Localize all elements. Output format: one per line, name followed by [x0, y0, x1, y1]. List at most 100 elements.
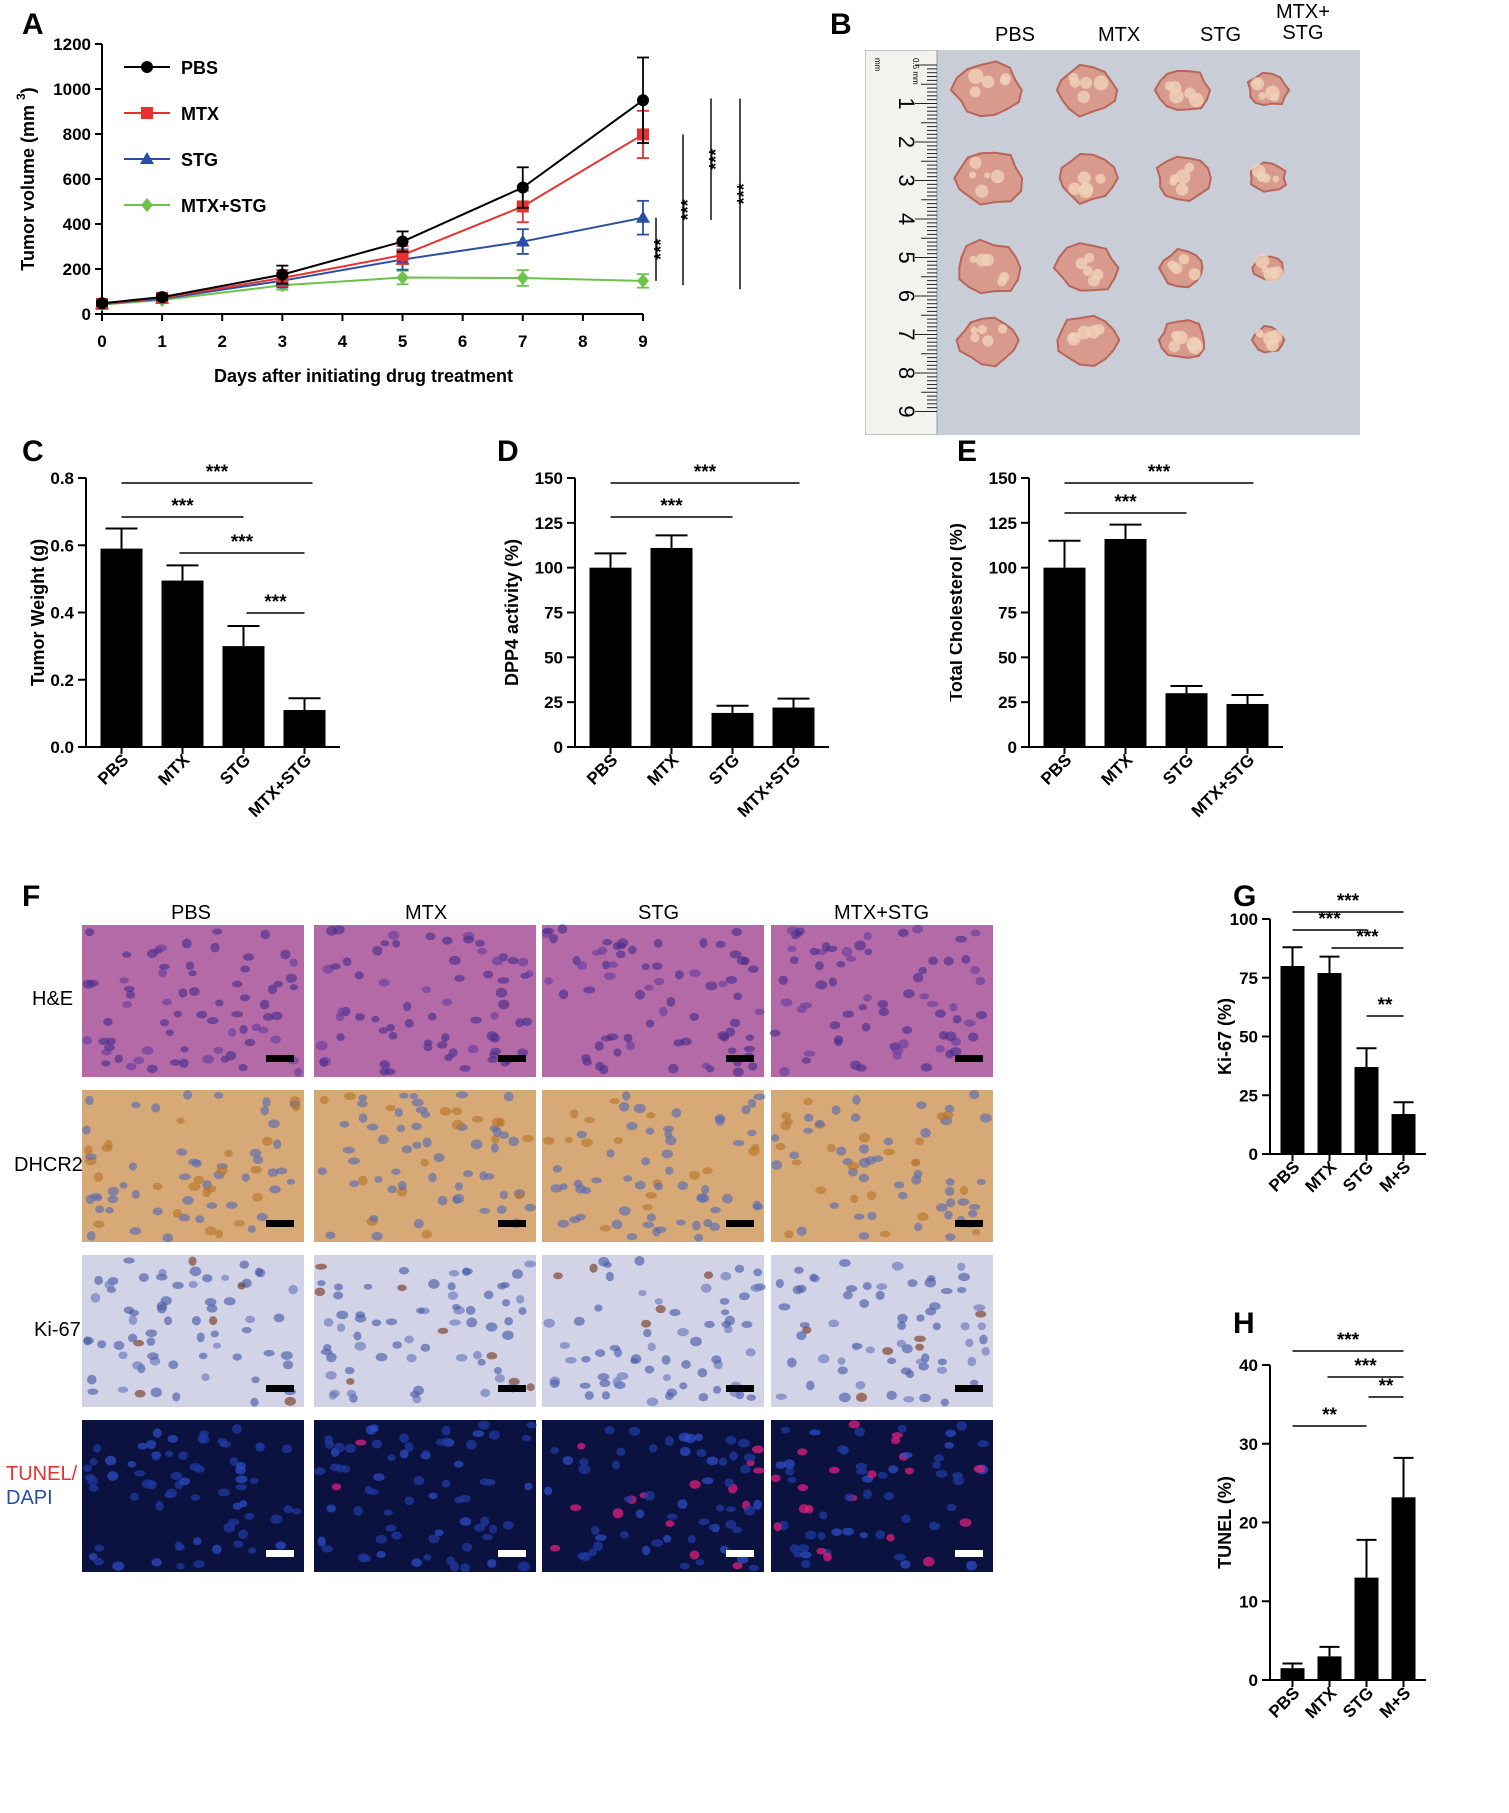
cell-nucleus	[959, 1185, 969, 1195]
cell-nucleus	[526, 1421, 537, 1429]
cell-nucleus	[883, 1148, 896, 1156]
y-tick-label: 0.8	[50, 469, 74, 488]
cell-nucleus	[441, 1479, 451, 1488]
cell-nucleus	[196, 1010, 208, 1019]
data-point-stg	[515, 234, 530, 247]
cell-nucleus	[372, 945, 383, 956]
cell-nucleus	[900, 1560, 911, 1569]
cell-nucleus	[544, 1486, 553, 1496]
cell-nucleus	[577, 1552, 589, 1560]
cell-nucleus	[212, 1544, 222, 1555]
cell-nucleus	[600, 1035, 613, 1042]
cell-nucleus	[317, 1167, 327, 1176]
cell-nucleus	[207, 1017, 219, 1025]
cell-nucleus	[101, 1060, 111, 1067]
tumor-highlight	[999, 75, 1011, 86]
x-tick-label-mtx: MTX	[1302, 1157, 1341, 1196]
cell-nucleus	[915, 1343, 924, 1351]
cell-nucleus	[751, 1144, 760, 1151]
cell-nucleus	[797, 1544, 810, 1552]
cell-nucleus	[635, 1509, 645, 1519]
cell-nucleus	[867, 1211, 877, 1221]
cell-nucleus	[584, 1117, 595, 1124]
panel-label-h: H	[1233, 1307, 1255, 1340]
cell-nucleus	[358, 1094, 368, 1101]
cell-nucleus	[378, 978, 390, 987]
cell-nucleus	[451, 1107, 463, 1116]
cell-nucleus	[344, 1366, 355, 1375]
legend-label: MTX+STG	[181, 196, 267, 216]
cell-nucleus	[789, 1151, 800, 1159]
cell-nucleus	[706, 1456, 719, 1466]
cell-nucleus	[573, 1316, 585, 1326]
cell-nucleus	[882, 1347, 894, 1356]
x-tick-label: 7	[518, 332, 527, 351]
bar-mtx	[161, 580, 204, 747]
cell-nucleus	[156, 1304, 167, 1314]
scale-bar	[266, 1220, 294, 1227]
cell-nucleus	[383, 1509, 394, 1516]
micrograph-dhcr24-mtx	[314, 1090, 536, 1242]
cell-nucleus	[888, 1465, 899, 1474]
cell-nucleus	[193, 1537, 202, 1546]
cell-nucleus	[314, 1287, 326, 1297]
cell-nucleus	[613, 1137, 624, 1144]
cell-nucleus	[188, 1256, 197, 1266]
cell-nucleus	[907, 1279, 918, 1287]
cell-nucleus	[665, 1392, 674, 1400]
cell-nucleus	[589, 1263, 598, 1273]
cell-nucleus	[957, 1262, 966, 1271]
cell-nucleus	[377, 1134, 389, 1145]
cell-nucleus	[944, 1186, 955, 1197]
cell-nucleus	[123, 985, 135, 993]
cell-nucleus	[286, 1178, 296, 1185]
cell-nucleus	[971, 1229, 981, 1236]
cell-nucleus	[291, 1101, 301, 1112]
cell-nucleus	[725, 1520, 737, 1529]
micrograph-background	[314, 1255, 536, 1407]
cell-nucleus	[864, 948, 873, 956]
tumor-highlight	[1272, 175, 1280, 183]
cell-nucleus	[487, 1558, 497, 1568]
cell-nucleus	[578, 1464, 591, 1475]
cell-nucleus	[409, 1390, 420, 1398]
cell-nucleus	[387, 1454, 396, 1461]
y-tick-label: 1200	[53, 35, 91, 54]
cell-nucleus	[105, 1207, 114, 1214]
x-tick-label: 5	[398, 332, 407, 351]
cell-nucleus	[837, 1357, 846, 1365]
cell-nucleus	[217, 1488, 230, 1497]
x-tick-label-stg: STG	[1339, 1157, 1377, 1195]
micrograph-tunel-mtx-stg	[771, 1420, 993, 1572]
cell-nucleus	[595, 1061, 605, 1071]
scale-bar	[955, 1385, 983, 1392]
y-tick-label: 75	[544, 604, 563, 623]
cell-nucleus	[122, 951, 132, 958]
cell-nucleus	[633, 1103, 646, 1114]
y-tick-label: 25	[1239, 1086, 1258, 1105]
cell-nucleus	[642, 1204, 653, 1211]
tumor-highlight	[999, 271, 1010, 283]
cell-nucleus	[698, 1393, 709, 1402]
cell-nucleus	[258, 1026, 269, 1034]
cell-nucleus	[86, 1231, 96, 1241]
x-tick-label-stg: STG	[1339, 1683, 1377, 1721]
cell-nucleus	[576, 960, 588, 970]
cell-nucleus	[353, 1331, 362, 1341]
cell-nucleus	[497, 977, 510, 984]
cell-nucleus	[420, 1343, 431, 1352]
cell-nucleus	[834, 1038, 843, 1047]
cell-nucleus	[829, 1021, 841, 1030]
x-tick-label-mtx: MTX	[155, 750, 194, 789]
cell-nucleus	[581, 1138, 593, 1148]
cell-nucleus	[977, 1322, 986, 1331]
cell-nucleus	[967, 1356, 977, 1367]
cell-nucleus	[932, 1461, 941, 1469]
cell-nucleus	[746, 1394, 757, 1401]
cell-nucleus	[114, 1054, 123, 1064]
cell-nucleus	[689, 1550, 700, 1560]
cell-nucleus	[562, 1455, 574, 1465]
cell-nucleus	[263, 1349, 275, 1357]
cell-nucleus	[503, 1091, 514, 1102]
cell-nucleus	[521, 1017, 533, 1026]
